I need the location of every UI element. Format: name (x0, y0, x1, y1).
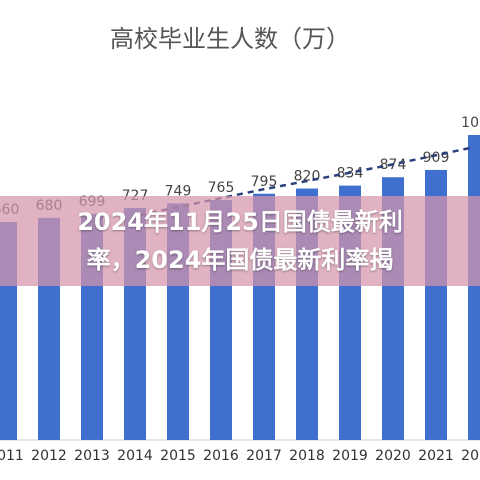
x-tick-label: 2012 (31, 448, 67, 464)
banner-line: 2024年11月25日国债最新利 (77, 208, 403, 236)
data-label: 765 (208, 180, 235, 196)
x-tick-label: 2014 (117, 448, 153, 464)
x-tick-label: 2011 (0, 448, 24, 464)
trend-line (139, 146, 471, 217)
x-tick-label: 2019 (332, 448, 368, 464)
data-label: 1076 (461, 115, 480, 131)
x-tick-label: 2017 (246, 448, 282, 464)
x-tick-label: 2022 (461, 448, 480, 464)
x-tick-label: 2013 (74, 448, 110, 464)
x-tick-label: 2021 (418, 448, 454, 464)
x-tick-label: 2015 (160, 448, 196, 464)
data-label: 749 (165, 183, 192, 199)
title-banner: 2024年11月25日国债最新利 率，2024年国债最新利率揭 (0, 196, 480, 286)
banner-line: 率，2024年国债最新利率揭 (86, 246, 394, 274)
x-tick-label: 2020 (375, 448, 411, 464)
x-tick-label: 2016 (203, 448, 239, 464)
data-label: 795 (251, 174, 278, 190)
x-tick-label: 2018 (289, 448, 325, 464)
chart-title: 高校毕业生人数（万） (110, 25, 350, 53)
bar (468, 135, 480, 441)
